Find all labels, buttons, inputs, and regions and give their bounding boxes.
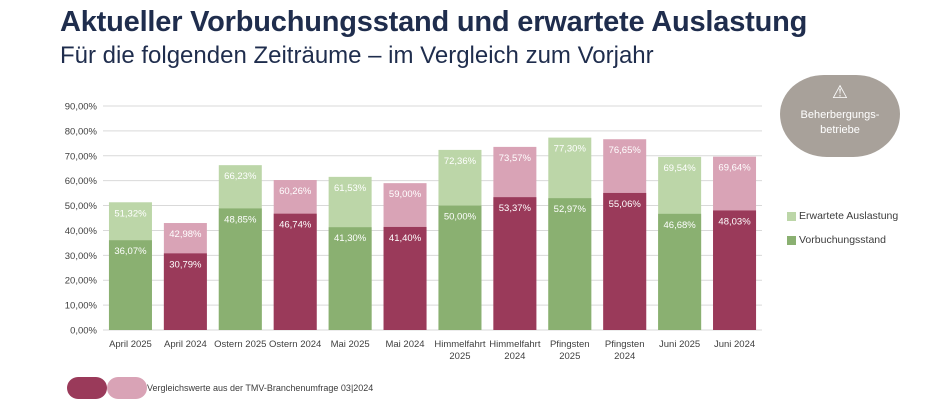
- legend-label-expected: Erwartete Auslastung: [799, 210, 899, 222]
- data-label-booked: 52,97%: [554, 204, 587, 215]
- data-label-booked: 55,06%: [609, 199, 642, 210]
- data-label-booked: 48,85%: [224, 214, 257, 225]
- data-label-expected: 69,54%: [664, 163, 697, 174]
- y-tick-label: 50,00%: [65, 201, 98, 212]
- data-label-booked: 46,74%: [279, 220, 312, 231]
- data-label-booked: 41,30%: [334, 233, 367, 244]
- x-tick-label: Juni 2024: [714, 339, 755, 350]
- legend-swatch-booked: [787, 236, 796, 245]
- x-tick-label: Himmelfahrt: [434, 339, 486, 350]
- warning-icon: ⚠: [831, 82, 849, 102]
- data-label-booked: 36,07%: [114, 246, 147, 257]
- comparison-swatch-light: [107, 377, 147, 399]
- x-tick-label: Pfingsten: [550, 339, 590, 350]
- data-label-booked: 50,00%: [444, 212, 477, 223]
- bar-booked: [328, 227, 372, 330]
- bar-booked: [713, 210, 757, 330]
- data-label-booked: 53,37%: [499, 203, 532, 214]
- bar-booked: [383, 226, 427, 330]
- legend-swatch-expected: [787, 212, 796, 221]
- data-label-booked: 48,03%: [718, 216, 751, 227]
- badge-label: Beherbergungs- betriebe: [800, 109, 880, 136]
- x-tick-label: Mai 2025: [331, 339, 370, 350]
- footnote: Vergleichswerte aus der TMV-Branchenumfr…: [147, 383, 374, 393]
- page-title: Aktueller Vorbuchungsstand und erwartete…: [60, 6, 808, 38]
- x-tick-label: Ostern 2024: [269, 339, 321, 350]
- y-tick-label: 40,00%: [65, 226, 98, 237]
- bar-booked: [658, 213, 702, 330]
- x-tick-label: April 2025: [109, 339, 152, 350]
- page-subtitle: Für die folgenden Zeiträume – im Verglei…: [60, 42, 654, 69]
- data-label-expected: 77,30%: [554, 144, 587, 155]
- bar-booked: [603, 192, 647, 330]
- bar-booked: [438, 205, 482, 330]
- data-label-expected: 42,98%: [169, 229, 202, 240]
- y-tick-label: 20,00%: [65, 276, 98, 287]
- bar-booked: [273, 213, 317, 330]
- data-label-booked: 46,68%: [664, 220, 697, 231]
- y-tick-label: 90,00%: [65, 102, 98, 113]
- x-tick-label: Mai 2024: [385, 339, 424, 350]
- data-label-booked: 41,40%: [389, 233, 422, 244]
- y-tick-label: 30,00%: [65, 251, 98, 262]
- x-tick-label: Pfingsten: [605, 339, 645, 350]
- data-label-expected: 76,65%: [609, 145, 642, 156]
- y-tick-label: 10,00%: [65, 301, 98, 312]
- bar-booked: [108, 240, 152, 330]
- x-tick-label: 2025: [449, 351, 470, 362]
- data-label-expected: 60,26%: [279, 186, 312, 197]
- x-tick-label: Juni 2025: [659, 339, 700, 350]
- bar-booked: [218, 208, 262, 330]
- data-label-expected: 61,53%: [334, 183, 367, 194]
- y-tick-label: 0,00%: [70, 326, 97, 337]
- y-tick-label: 70,00%: [65, 151, 98, 162]
- accommodation-badge: ⚠ Beherbergungs- betriebe: [780, 75, 900, 157]
- data-label-expected: 72,36%: [444, 156, 477, 167]
- data-label-expected: 59,00%: [389, 189, 422, 200]
- bar-booked: [163, 253, 207, 330]
- bar-booked: [548, 198, 592, 330]
- x-tick-label: 2025: [559, 351, 580, 362]
- data-label-booked: 30,79%: [169, 259, 202, 270]
- data-label-expected: 66,23%: [224, 171, 257, 182]
- y-tick-label: 60,00%: [65, 176, 98, 187]
- x-tick-label: 2024: [504, 351, 525, 362]
- data-label-expected: 73,57%: [499, 153, 532, 164]
- legend-label-booked: Vorbuchungsstand: [799, 234, 886, 246]
- data-label-expected: 69,64%: [718, 163, 751, 174]
- x-tick-label: April 2024: [164, 339, 207, 350]
- y-tick-label: 80,00%: [65, 126, 98, 137]
- x-tick-label: Ostern 2025: [214, 339, 266, 350]
- comparison-swatch-dark: [67, 377, 107, 399]
- x-tick-label: Himmelfahrt: [489, 339, 541, 350]
- data-label-expected: 51,32%: [114, 208, 147, 219]
- bar-booked: [493, 197, 537, 330]
- x-tick-label: 2024: [614, 351, 635, 362]
